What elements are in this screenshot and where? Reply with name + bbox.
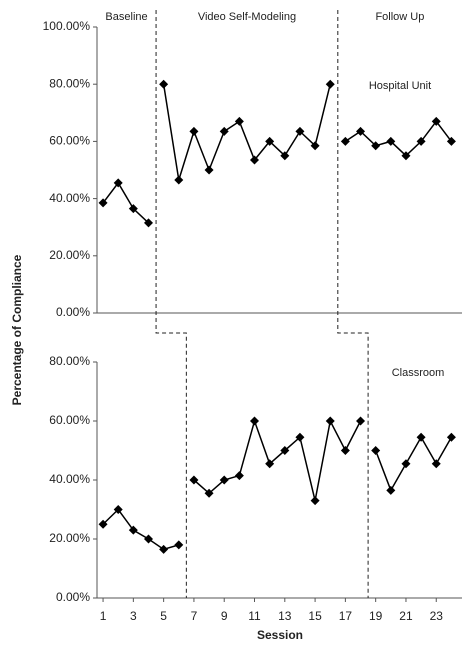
y-tick-label: 20.00% [49, 248, 90, 262]
data-point [295, 432, 305, 442]
data-point [174, 175, 184, 185]
data-point [386, 136, 396, 146]
y-tick-label: 40.00% [49, 191, 90, 205]
data-point [310, 141, 320, 151]
data-point [431, 116, 441, 126]
data-point [265, 459, 275, 469]
data-point [143, 218, 153, 228]
data-point [401, 459, 411, 469]
data-point [128, 525, 138, 535]
data-point [98, 519, 108, 529]
panel-label: Classroom [392, 367, 445, 379]
data-point [159, 544, 169, 554]
x-tick-label: 23 [430, 609, 444, 623]
y-tick-label: 60.00% [49, 134, 90, 148]
y-axis-label: Percentage of Compliance [10, 254, 24, 405]
data-line [102, 181, 150, 224]
data-point [280, 446, 290, 455]
data-point [416, 432, 426, 442]
y-tick-label: 100.00% [43, 19, 91, 33]
y-tick-label: 80.00% [49, 354, 90, 368]
data-point [98, 198, 108, 208]
y-tick-label: 40.00% [49, 472, 90, 486]
data-point [356, 416, 366, 426]
data-line [344, 120, 452, 157]
phase-change-line [337, 10, 369, 598]
data-point [431, 459, 441, 469]
data-point [310, 496, 320, 506]
phase-label: Video Self-Modeling [198, 11, 296, 23]
data-point [340, 136, 350, 146]
data-line [162, 84, 331, 181]
data-point [416, 136, 426, 146]
data-point [265, 136, 275, 146]
x-tick-label: 17 [339, 609, 353, 623]
data-line [102, 508, 179, 551]
x-tick-label: 1 [100, 609, 107, 623]
data-point [325, 416, 335, 426]
data-point [113, 505, 123, 514]
x-tick-label: 21 [399, 609, 413, 623]
data-point [219, 126, 229, 136]
x-tick-label: 19 [369, 609, 383, 623]
data-point [280, 151, 290, 161]
data-point [446, 432, 456, 442]
data-point [371, 141, 381, 151]
y-tick-label: 80.00% [49, 76, 90, 90]
phase-label: Follow Up [375, 11, 424, 23]
x-tick-label: 13 [278, 609, 292, 623]
x-tick-label: 5 [160, 609, 167, 623]
data-line [374, 435, 453, 493]
panel-label: Hospital Unit [369, 80, 431, 92]
data-line [193, 418, 362, 501]
data-point [234, 116, 244, 126]
data-point [250, 155, 260, 165]
y-tick-label: 60.00% [49, 413, 90, 427]
data-point [204, 488, 214, 498]
data-point [204, 165, 214, 175]
data-point [356, 126, 366, 136]
y-tick-label: 0.00% [56, 590, 90, 604]
x-tick-label: 3 [130, 609, 137, 623]
data-point [234, 471, 244, 481]
data-point [295, 126, 305, 136]
data-point [128, 204, 138, 214]
x-tick-label: 11 [248, 609, 261, 623]
data-point [325, 79, 335, 89]
data-point [446, 136, 456, 146]
y-tick-label: 20.00% [49, 531, 90, 545]
phase-change-line [155, 10, 187, 598]
x-axis-label: Session [257, 628, 303, 642]
data-point [189, 126, 199, 136]
data-point [189, 475, 199, 485]
x-tick-label: 9 [221, 609, 228, 623]
data-point [340, 446, 350, 455]
x-tick-label: 7 [191, 609, 198, 623]
data-point [401, 151, 411, 161]
y-tick-label: 0.00% [56, 305, 90, 319]
data-point [113, 178, 123, 188]
data-point [143, 534, 153, 544]
data-point [219, 475, 229, 485]
data-point [386, 485, 396, 495]
data-point [159, 79, 169, 89]
data-point [371, 446, 381, 455]
data-point [174, 540, 184, 550]
phase-label: Baseline [105, 11, 147, 23]
data-point [250, 416, 260, 426]
x-tick-label: 15 [308, 609, 322, 623]
